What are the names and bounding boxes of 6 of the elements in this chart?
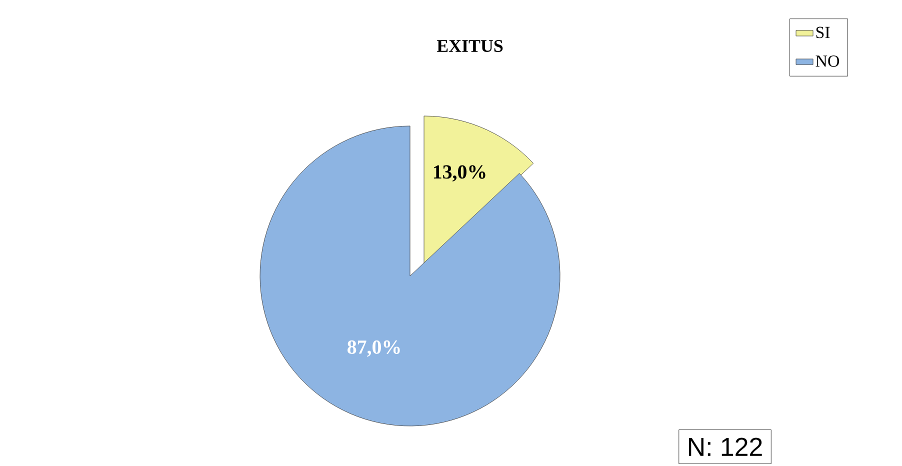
data-label: 13,0%: [434, 165, 486, 182]
legend-label: SI: [816, 26, 830, 38]
text: EXITUS: [436, 40, 503, 52]
legend-label: NO: [816, 55, 840, 67]
data-label: 87,0%: [348, 340, 400, 357]
text: N: 122: [688, 438, 762, 456]
